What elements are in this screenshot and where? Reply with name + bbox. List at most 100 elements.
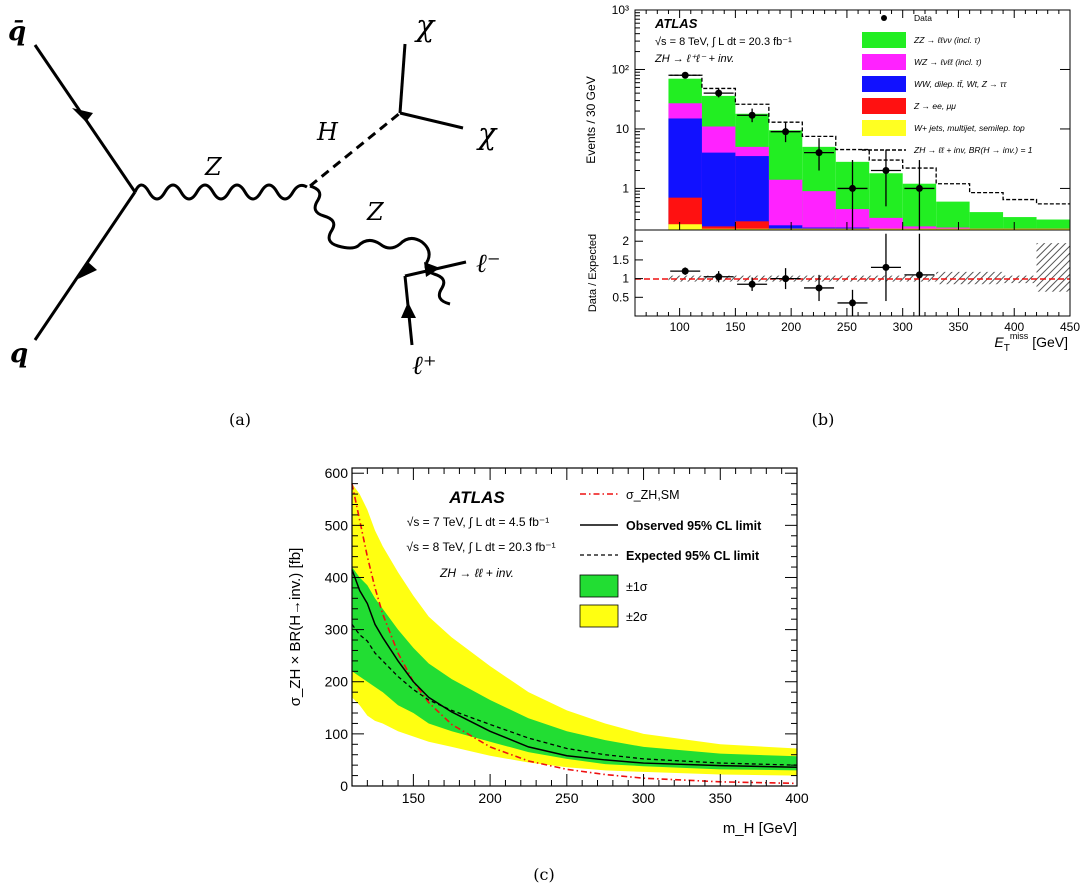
ratio-y-ticks: 1 1.5 2 0.5	[612, 234, 643, 304]
caption-c: (c)	[533, 865, 554, 884]
bar-zz	[1003, 217, 1037, 230]
data-point	[748, 111, 756, 119]
y-tick-label-c: 400	[325, 569, 349, 585]
bar-wjets	[768, 228, 803, 230]
legend-label-data: Data	[914, 13, 932, 23]
process-text-b: ZH → ℓ⁺ℓ⁻ + inv.	[654, 53, 734, 65]
y-tick-label-top: 10	[616, 122, 630, 136]
bar-zll	[735, 221, 769, 230]
data-point	[849, 184, 856, 192]
data-point	[915, 184, 923, 192]
bar-wjets	[668, 224, 702, 230]
y-tick-label-c: 0	[340, 778, 348, 794]
bar-wjets	[869, 228, 903, 230]
bar-wjets	[802, 228, 836, 230]
band-1sigma	[352, 567, 797, 771]
label-q: q	[10, 339, 28, 369]
legend-swatch-wjets	[862, 120, 906, 136]
xlabel-c: m_H [GeV]	[723, 820, 797, 837]
axes-ticks-c: 0 100 200 300 400 500 600 150 200 250 300 350 400	[325, 465, 809, 806]
ratio-point	[882, 263, 890, 271]
z2-boson-line	[309, 184, 451, 306]
data-point	[882, 167, 890, 175]
x-tick-label-b: 400	[1004, 320, 1024, 334]
ylabel-top: Events / 30 GeV	[584, 76, 598, 163]
legend-label-band2: ±2σ	[626, 610, 648, 624]
label-z2: Z	[366, 198, 385, 226]
process-text-c: ZH → ℓℓ + inv.	[439, 566, 514, 580]
y-tick-label-top: 10³	[612, 3, 629, 17]
top-y-ticks: 1 10 10² 10³	[612, 3, 1070, 221]
x-tick-label-b: 450	[1060, 320, 1080, 334]
bar-wjets	[1003, 228, 1037, 230]
atlas-label-c: ATLAS	[448, 488, 505, 507]
lminus-arrow-icon	[424, 262, 440, 277]
bar-wjets	[735, 228, 769, 230]
bar-wz	[802, 191, 836, 230]
sm-cross-section-line	[351, 483, 798, 785]
legend-swatch-wz	[862, 54, 906, 70]
y-tick-label-c: 300	[325, 622, 349, 638]
bar-ww	[735, 156, 769, 230]
x-tick-label-c: 350	[709, 790, 733, 806]
ratio-tick-label: 0.5	[612, 290, 629, 304]
bar-wjets	[701, 228, 736, 230]
legend-label-exp: Expected 95% CL limit	[626, 549, 760, 563]
caption-b: (b)	[812, 410, 835, 429]
x-tick-label-c: 300	[632, 790, 656, 806]
ratio-point	[715, 273, 723, 281]
x-tick-label-b: 350	[948, 320, 968, 334]
y-tick-label-top: 10²	[612, 62, 629, 76]
ratio-point	[681, 267, 689, 275]
x-tick-label-c: 200	[478, 790, 502, 806]
z-boson-line	[133, 183, 308, 201]
ratio-band-segment	[936, 271, 1004, 285]
bar-ww	[768, 225, 803, 230]
x-tick-label-c: 150	[402, 790, 426, 806]
x-ticks-b: 100 150 200 250 300 350 400 450	[645, 10, 1080, 334]
x-tick-label-b: 250	[837, 320, 857, 334]
label-h: H	[316, 118, 339, 146]
ratio-point	[849, 299, 856, 307]
x-tick-label-c: 250	[555, 790, 579, 806]
y-tick-label-c: 500	[325, 517, 349, 533]
ratio-uncertainty-band	[668, 243, 1070, 292]
y-tick-label-c: 100	[325, 726, 349, 742]
chi2-line	[399, 111, 464, 130]
feynman-diagram: q̄ q Z H Z χ χ ℓ⁻ ℓ⁺	[8, 9, 501, 381]
x-tick-label-b: 200	[781, 320, 801, 334]
energy-text-b: √s = 8 TeV, ∫ L dt = 20.3 fb⁻¹	[655, 36, 792, 48]
label-chi1: χ	[414, 9, 436, 44]
expected-limit-line	[351, 624, 798, 766]
ratio-point	[915, 271, 923, 279]
legend-label-wz: WZ → ℓνℓℓ (incl. τ)	[914, 57, 982, 67]
data-point	[715, 89, 723, 97]
legend-swatch-band1	[579, 574, 619, 598]
legend-label-band1: ±1σ	[626, 580, 648, 594]
y-tick-label-top: 1	[622, 181, 629, 195]
legend-c: σ_ZH,SM Observed 95% CL limit Expected 95%…	[579, 488, 762, 628]
label-z1: Z	[204, 153, 223, 181]
legend-label-wjets: W+ jets, multijet, semilep. top	[914, 123, 1025, 133]
qbar-arrow-icon	[72, 108, 93, 122]
legend-label-zll: Z → ee, μμ	[913, 101, 956, 111]
lplus-arrow-icon	[401, 302, 416, 318]
bar-zll	[701, 226, 736, 230]
caption-a: (a)	[229, 410, 251, 429]
q-line	[33, 191, 137, 341]
bar-wjets	[936, 228, 970, 230]
label-lminus: ℓ⁻	[476, 249, 501, 279]
label-chi2: χ	[476, 117, 498, 152]
ratio-band-segment	[1036, 243, 1070, 292]
bar-wz	[768, 179, 803, 230]
sigma-bands	[352, 483, 797, 776]
x-tick-label-b: 150	[725, 320, 745, 334]
ratio-point	[748, 280, 756, 288]
xlabel-b: ETmiss [GeV]	[994, 331, 1068, 354]
bar-wjets	[1036, 228, 1070, 230]
ylabel-bottom: Data / Expected	[587, 234, 599, 312]
legend-swatch-zz	[862, 32, 906, 48]
bar-ww	[701, 152, 736, 230]
x-tick-label-b: 300	[893, 320, 913, 334]
panel-c-limit-plot: 0 100 200 300 400 500 600 150 200 250 300 350 400 AT…	[287, 465, 809, 837]
